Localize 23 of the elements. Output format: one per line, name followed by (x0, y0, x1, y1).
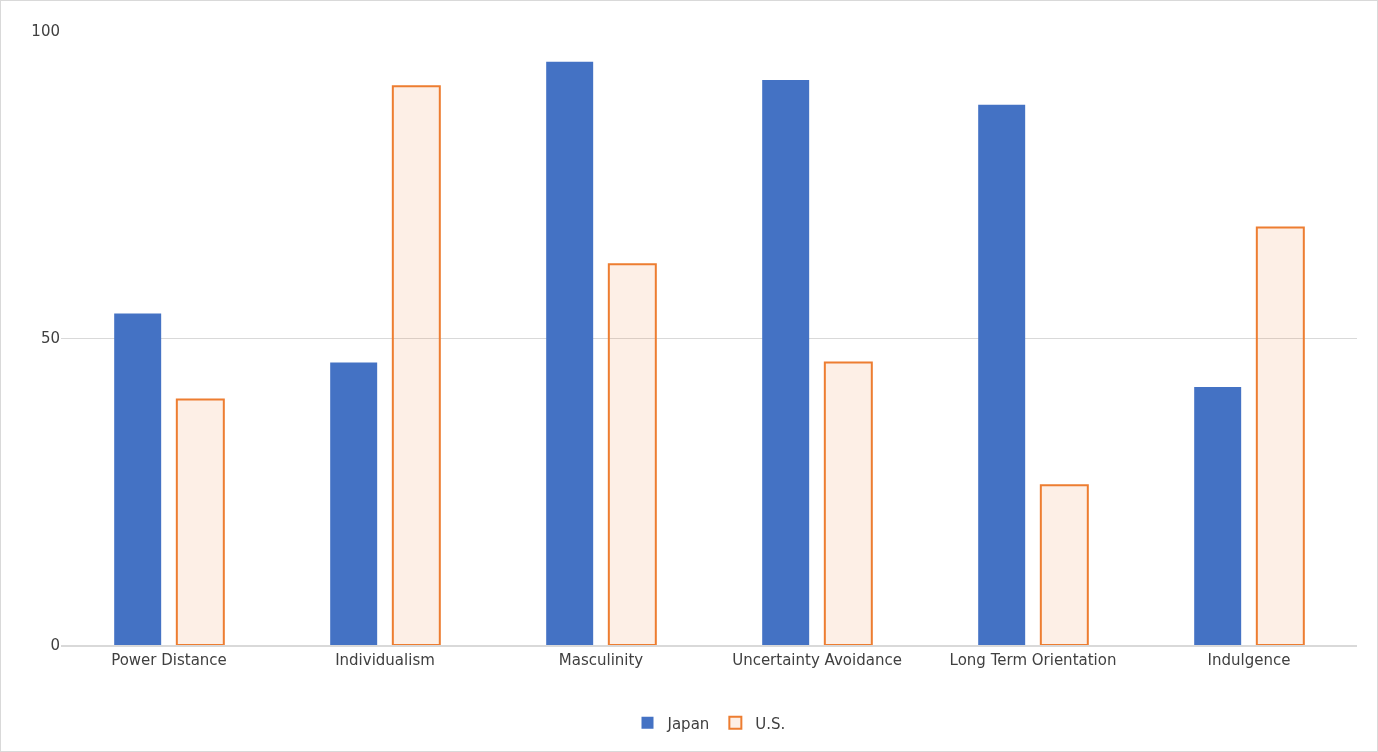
y-tick-label: 50 (40, 329, 60, 348)
bar (114, 313, 162, 645)
y-tick-label: 100 (31, 22, 60, 41)
bar (1255, 226, 1305, 645)
bar (607, 263, 657, 645)
bar (978, 104, 1026, 645)
bar (823, 361, 873, 645)
x-tick-label: Indulgence (1207, 650, 1291, 669)
x-tick-label: Long Term Orientation (949, 650, 1117, 669)
bar (330, 362, 378, 645)
x-tick-label: Masculinity (558, 650, 644, 669)
bar (175, 398, 225, 645)
y-tick-label: 0 (50, 636, 60, 655)
bar (1194, 387, 1242, 645)
bar (1039, 484, 1089, 645)
bar (391, 85, 441, 645)
x-tick-label: Individualism (335, 650, 435, 669)
x-tick-label: Uncertainty Avoidance (732, 650, 902, 669)
legend-label: Japan (666, 714, 710, 733)
x-tick-label: Power Distance (111, 650, 227, 669)
legend-label: U.S. (755, 714, 786, 733)
bar (762, 80, 810, 645)
bar (546, 61, 594, 645)
